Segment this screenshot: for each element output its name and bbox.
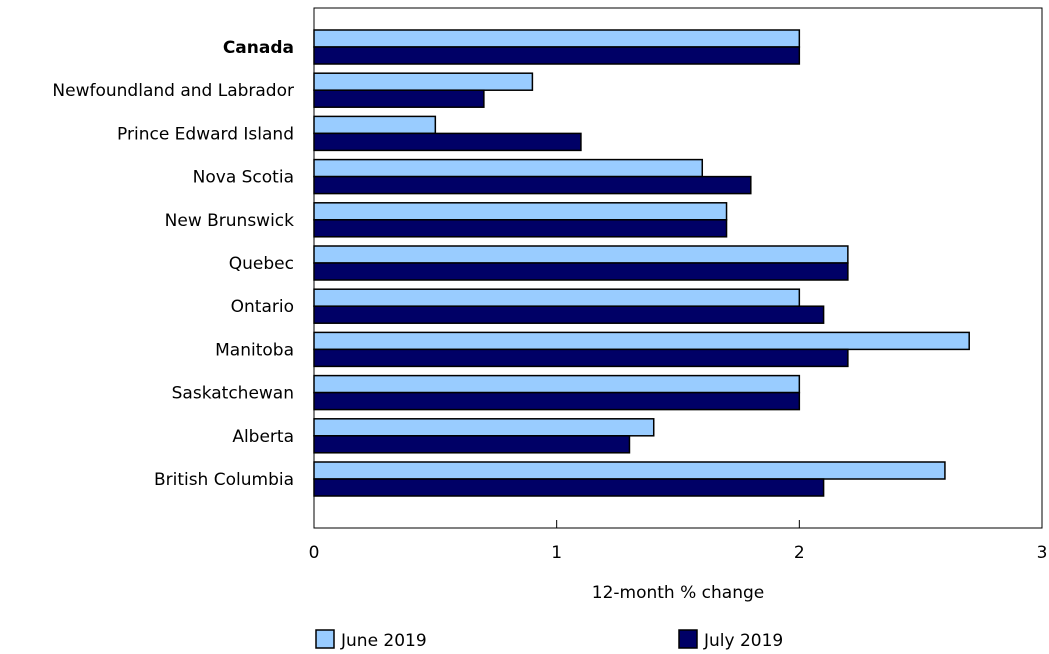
category-label: Quebec: [229, 254, 294, 274]
bar-july-2019: [313, 305, 825, 324]
bar-june-2019: [313, 461, 946, 480]
bar-june-2019: [313, 374, 801, 394]
legend-swatch: [315, 629, 335, 649]
bar-july-2019: [313, 348, 849, 368]
category-label: Manitoba: [215, 340, 294, 360]
plot-frame: [313, 7, 1043, 529]
bar-july-2019: [313, 175, 752, 195]
x-tick-label: 0: [309, 543, 320, 563]
bar-june-2019: [313, 202, 728, 221]
bars: [313, 29, 970, 497]
bar-july-2019: [313, 435, 631, 454]
bar-july-2019: [313, 89, 485, 108]
x-tick-label: 2: [794, 543, 805, 563]
legend-swatch: [678, 629, 698, 649]
category-label: British Columbia: [154, 470, 294, 490]
category-label: Saskatchewan: [172, 384, 294, 404]
bar-june-2019: [313, 158, 704, 178]
category-label: Nova Scotia: [193, 168, 294, 188]
bar-june-2019: [313, 29, 801, 48]
category-label: Newfoundland and Labrador: [52, 81, 294, 101]
legend-label: June 2019: [340, 631, 427, 651]
bar-june-2019: [313, 288, 801, 307]
bar-july-2019: [313, 46, 801, 65]
x-axis-title: 12-month % change: [592, 583, 764, 603]
category-label: Canada: [223, 38, 294, 58]
x-tick-label: 3: [1037, 543, 1048, 563]
legend-label: July 2019: [703, 631, 783, 651]
bar-june-2019: [313, 418, 655, 437]
category-label: Ontario: [231, 297, 294, 317]
bar-july-2019: [313, 219, 728, 238]
x-tick-label: 1: [551, 543, 562, 563]
bar-july-2019: [313, 391, 801, 411]
bar-july-2019: [313, 478, 825, 497]
bar-june-2019: [313, 245, 849, 264]
bar-july-2019: [313, 262, 849, 281]
bar-june-2019: [313, 331, 970, 351]
x-axis-ticks: 0 1 2 3: [309, 520, 1048, 563]
bar-june-2019: [313, 115, 437, 135]
legend: June 2019 July 2019: [315, 629, 783, 651]
bar-june-2019: [313, 72, 534, 91]
category-labels: Canada Newfoundland and Labrador Prince Ed…: [52, 38, 294, 490]
category-label: New Brunswick: [165, 211, 295, 231]
bar-july-2019: [313, 132, 582, 152]
category-label: Alberta: [232, 427, 294, 447]
category-label: Prince Edward Island: [117, 124, 294, 144]
